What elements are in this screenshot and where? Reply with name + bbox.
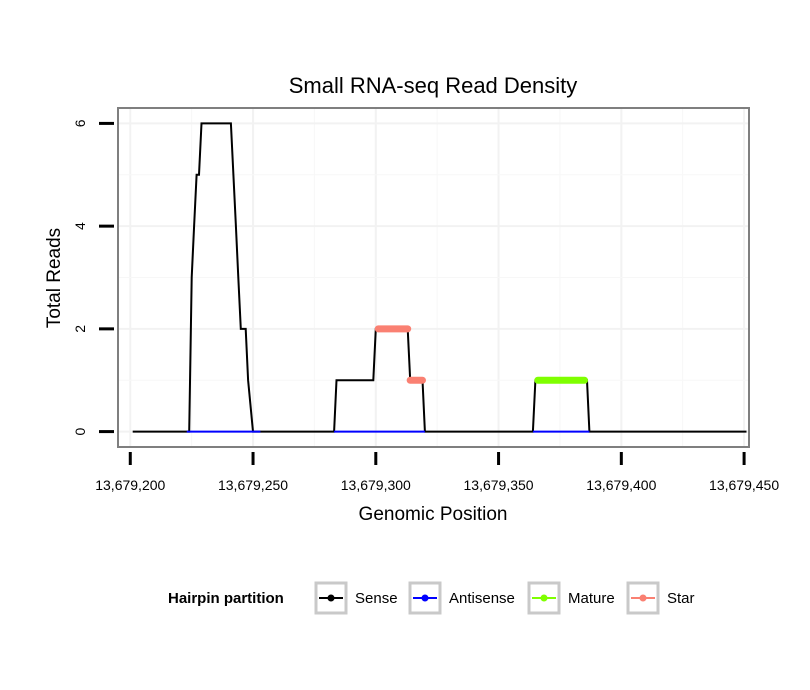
legend-title: Hairpin partition xyxy=(168,590,284,607)
x-tick-label: 13,679,250 xyxy=(218,477,288,493)
sense-series-line xyxy=(132,122,747,433)
legend-key-point xyxy=(540,594,548,602)
axes: 13,679,200 13,679,250 13,679,300 13,679,350… xyxy=(72,119,779,493)
legend-entry-sense: Sense xyxy=(314,581,398,615)
legend-key-point xyxy=(639,594,647,602)
plot-border xyxy=(117,107,750,448)
x-axis-label: Genomic Position xyxy=(359,504,508,525)
legend-entry-star: Star xyxy=(626,581,695,615)
legend-entry-antisense: Antisense xyxy=(408,581,515,615)
x-tick-label: 13,679,300 xyxy=(341,477,411,493)
legend-entry-label: Star xyxy=(667,590,695,607)
y-tick-label: 0 xyxy=(72,427,88,435)
legend-key-point xyxy=(421,594,429,602)
data-layer xyxy=(132,122,747,433)
y-tick-label: 4 xyxy=(72,222,88,230)
x-tick-label: 13,679,400 xyxy=(586,477,656,493)
y-tick-label: 6 xyxy=(72,119,88,127)
legend-key-point xyxy=(327,594,335,602)
legend: Hairpin partition Sense Antisense Mature St… xyxy=(168,581,695,615)
x-tick-label: 13,679,200 xyxy=(95,477,165,493)
y-tick-label: 2 xyxy=(72,325,88,333)
legend-entry-label: Antisense xyxy=(449,590,515,607)
legend-entry-label: Sense xyxy=(355,590,398,607)
legend-entry-label: Mature xyxy=(568,590,615,607)
legend-entry-mature: Mature xyxy=(527,581,615,615)
chart-title: Small RNA-seq Read Density xyxy=(289,73,578,98)
y-axis-label: Total Reads xyxy=(44,228,65,328)
x-tick-label: 13,679,350 xyxy=(464,477,534,493)
x-tick-label: 13,679,450 xyxy=(709,477,779,493)
